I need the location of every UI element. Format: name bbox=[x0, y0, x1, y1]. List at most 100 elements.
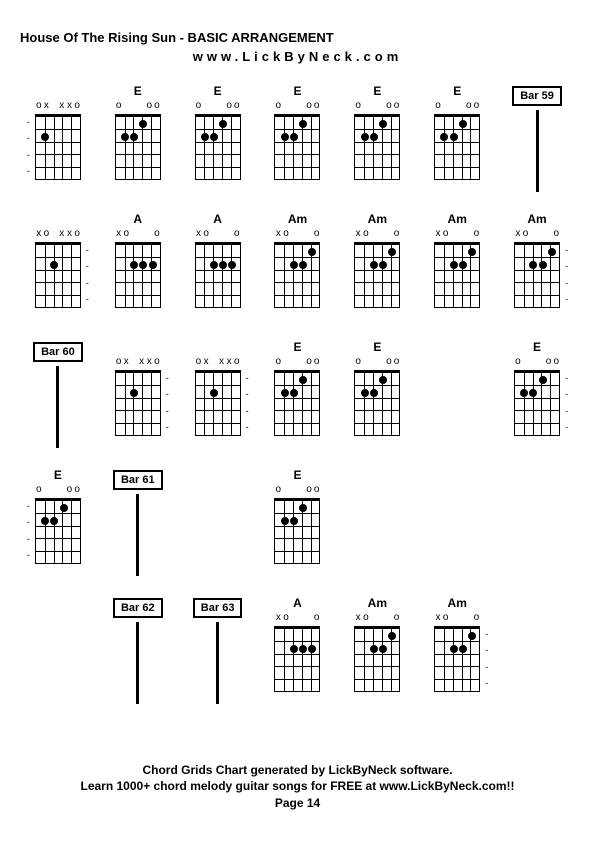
blank-marker bbox=[370, 228, 378, 240]
finger-dot bbox=[529, 261, 537, 269]
fretboard bbox=[195, 242, 241, 308]
open-marker: o bbox=[545, 356, 553, 368]
blank-marker bbox=[522, 356, 530, 368]
blank-marker bbox=[218, 228, 226, 240]
open-marker: o bbox=[385, 100, 393, 112]
mute-marker: x bbox=[66, 100, 74, 112]
chord-diagram: xoo bbox=[350, 612, 404, 696]
chord-label: A bbox=[213, 212, 222, 228]
chord-cell: Eooo bbox=[340, 340, 414, 460]
chord-label: Am bbox=[448, 212, 467, 228]
open-marker: o bbox=[313, 100, 321, 112]
blank-marker bbox=[210, 356, 218, 368]
finger-dot bbox=[370, 389, 378, 397]
blank-marker bbox=[370, 100, 378, 112]
blank-marker bbox=[290, 356, 298, 368]
chord-label: E bbox=[373, 84, 381, 100]
mute-marker: x bbox=[66, 228, 74, 240]
chord-diagram: xoo bbox=[191, 228, 245, 312]
chord-label: Am bbox=[368, 212, 387, 228]
open-marker: o bbox=[313, 484, 321, 496]
blank-marker bbox=[362, 356, 370, 368]
chord-diagram: ooo bbox=[270, 100, 324, 184]
open-marker: o bbox=[434, 100, 442, 112]
open-marker: o bbox=[233, 100, 241, 112]
open-marker: o bbox=[282, 228, 290, 240]
chord-label: E bbox=[293, 468, 301, 484]
finger-dot bbox=[548, 248, 556, 256]
chord-cell: Eooo bbox=[260, 468, 334, 588]
chord-cell: Eooo bbox=[260, 340, 334, 460]
open-marker: o bbox=[442, 228, 450, 240]
chord-diagram: oxxxo---- bbox=[111, 356, 165, 440]
finger-dot bbox=[60, 504, 68, 512]
fretboard bbox=[35, 242, 81, 308]
mute-marker: x bbox=[35, 228, 43, 240]
mute-marker: x bbox=[354, 228, 362, 240]
open-marker: o bbox=[233, 228, 241, 240]
chord-diagram: oxxxo---- bbox=[191, 356, 245, 440]
open-marker: o bbox=[522, 228, 530, 240]
open-marker: o bbox=[274, 356, 282, 368]
finger-dot bbox=[450, 645, 458, 653]
open-marker: o bbox=[35, 484, 43, 496]
mute-marker: x bbox=[195, 228, 203, 240]
open-marker: o bbox=[153, 100, 161, 112]
fretboard bbox=[434, 114, 480, 180]
finger-dot bbox=[450, 261, 458, 269]
chord-grid: oxxxo----EoooEoooEoooEoooEoooBar 59xoxxo… bbox=[20, 84, 575, 716]
fretboard bbox=[434, 626, 480, 692]
finger-dot bbox=[201, 133, 209, 141]
blank-marker bbox=[298, 356, 306, 368]
bar-label: Bar 60 bbox=[33, 342, 83, 362]
blank-marker bbox=[442, 100, 450, 112]
chord-diagram: xoo bbox=[350, 228, 404, 312]
finger-dot bbox=[539, 376, 547, 384]
empty-cell bbox=[500, 468, 574, 588]
open-marker: o bbox=[514, 356, 522, 368]
chord-diagram: ooo bbox=[350, 356, 404, 440]
finger-dot bbox=[379, 261, 387, 269]
bar-cell: Bar 59 bbox=[500, 84, 574, 204]
chord-label: Am bbox=[288, 212, 307, 228]
side-dashes: ---- bbox=[565, 370, 568, 436]
finger-dot bbox=[290, 517, 298, 525]
chord-cell: Axoo bbox=[101, 212, 175, 332]
mute-marker: x bbox=[354, 612, 362, 624]
blank-marker bbox=[457, 228, 465, 240]
chord-cell: Eooo---- bbox=[21, 468, 95, 588]
finger-dot bbox=[388, 248, 396, 256]
finger-dot bbox=[388, 632, 396, 640]
chord-cell: Eooo bbox=[101, 84, 175, 204]
chord-cell: Eooo bbox=[340, 84, 414, 204]
blank-marker bbox=[50, 484, 58, 496]
blank-marker bbox=[465, 612, 473, 624]
chord-label: E bbox=[293, 84, 301, 100]
blank-marker bbox=[138, 228, 146, 240]
finger-dot bbox=[299, 645, 307, 653]
blank-marker bbox=[130, 100, 138, 112]
finger-dot bbox=[361, 389, 369, 397]
chord-label: E bbox=[134, 84, 142, 100]
fretboard bbox=[274, 370, 320, 436]
blank-marker bbox=[50, 100, 58, 112]
mute-marker: x bbox=[138, 356, 146, 368]
blank-marker bbox=[305, 612, 313, 624]
finger-dot bbox=[290, 133, 298, 141]
chord-label: E bbox=[293, 340, 301, 356]
empty-cell bbox=[500, 596, 574, 716]
blank-marker bbox=[370, 612, 378, 624]
mute-marker: x bbox=[43, 100, 51, 112]
blank-marker bbox=[450, 100, 458, 112]
chord-diagram: ooo---- bbox=[31, 484, 85, 568]
finger-dot bbox=[459, 120, 467, 128]
blank-marker bbox=[138, 100, 146, 112]
chord-label: E bbox=[373, 340, 381, 356]
finger-dot bbox=[370, 645, 378, 653]
finger-dot bbox=[281, 517, 289, 525]
blank-marker bbox=[298, 612, 306, 624]
blank-marker bbox=[50, 228, 58, 240]
blank-marker bbox=[290, 612, 298, 624]
blank-marker bbox=[282, 356, 290, 368]
chord-cell: Amxoo bbox=[260, 212, 334, 332]
